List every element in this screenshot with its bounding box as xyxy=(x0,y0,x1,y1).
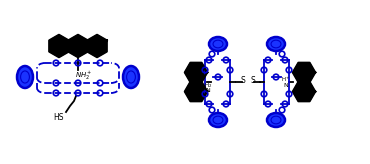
Polygon shape xyxy=(50,35,68,57)
Text: H$^+$: H$^+$ xyxy=(281,75,291,84)
Text: HS: HS xyxy=(53,113,63,123)
Text: S: S xyxy=(250,76,255,85)
Text: S: S xyxy=(240,76,245,85)
Ellipse shape xyxy=(209,113,227,127)
Polygon shape xyxy=(293,63,315,82)
Ellipse shape xyxy=(123,66,139,88)
Text: N: N xyxy=(284,83,288,88)
Ellipse shape xyxy=(267,37,285,51)
Ellipse shape xyxy=(209,37,227,51)
Text: H$_2$: H$_2$ xyxy=(204,81,212,90)
Text: NH$_2^+$: NH$_2^+$ xyxy=(75,70,92,82)
Ellipse shape xyxy=(17,66,33,88)
Text: N: N xyxy=(206,88,211,93)
Polygon shape xyxy=(88,35,107,57)
Polygon shape xyxy=(185,63,207,82)
Polygon shape xyxy=(293,82,315,101)
Ellipse shape xyxy=(267,113,285,127)
Polygon shape xyxy=(185,82,207,101)
Polygon shape xyxy=(68,35,88,57)
